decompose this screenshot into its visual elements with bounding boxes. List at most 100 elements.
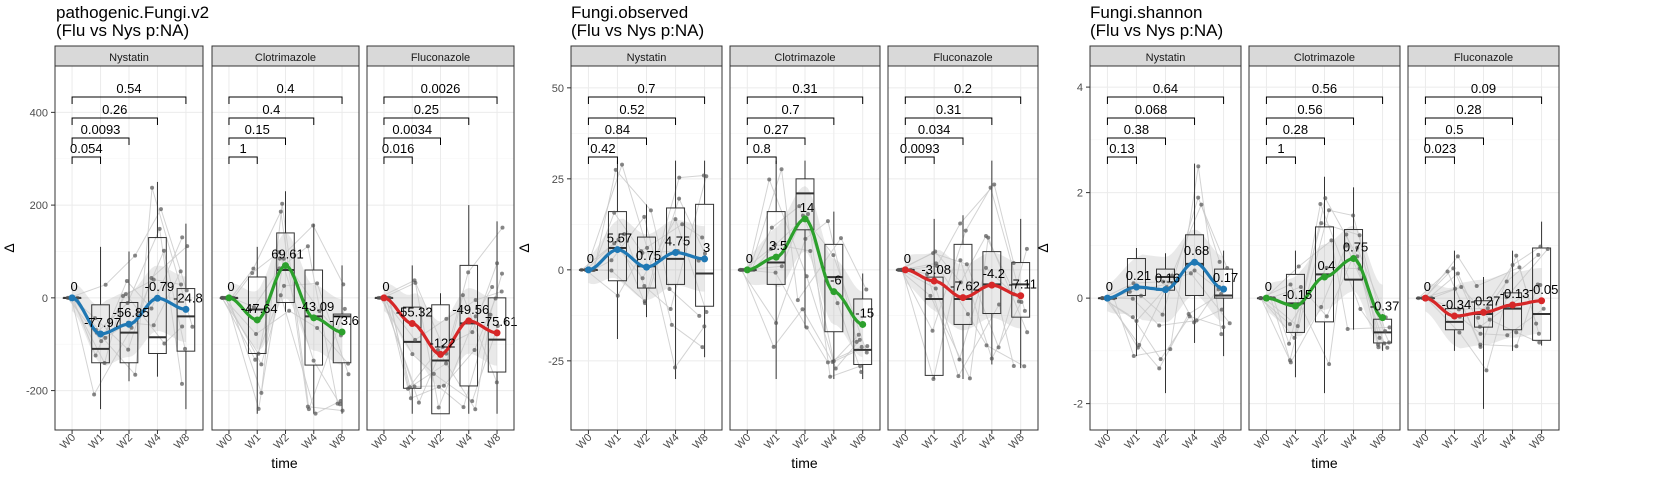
significance-bracket: 0.64 — [1106, 81, 1225, 104]
facet-nystatin: Nystatin 0 -77.97-56.85 -0.79-24.8 0.054 0.00… — [54, 45, 204, 452]
bracket-p-value: 0.54 — [116, 81, 141, 96]
mean-label: 0 — [1265, 279, 1272, 294]
data-point — [928, 293, 933, 298]
data-point — [410, 352, 415, 357]
bracket-line — [904, 117, 993, 125]
mean-point — [493, 329, 501, 337]
mean-label: -24.8 — [173, 290, 203, 305]
data-point — [259, 390, 264, 395]
facet-strip-label: Fluconazole — [1454, 52, 1513, 64]
data-point — [1188, 271, 1193, 276]
bracket-line — [904, 96, 1022, 104]
data-point — [956, 374, 961, 379]
data-point — [1485, 306, 1490, 311]
x-tick-label: W8 — [1369, 432, 1389, 452]
bracket-line — [1265, 96, 1384, 104]
data-point — [1505, 333, 1510, 338]
data-point — [803, 236, 808, 241]
significance-bracket: 0.0093 — [71, 122, 130, 145]
significance-bracket: 0.7 — [587, 81, 706, 104]
significance-bracket: 0.13 — [1106, 141, 1137, 164]
bracket-p-value: 0.023 — [1424, 141, 1457, 156]
data-point — [1323, 196, 1328, 201]
x-tick-label: W1 — [762, 432, 782, 452]
bracket-line — [383, 156, 413, 164]
data-point — [287, 308, 292, 313]
box-body — [148, 237, 167, 354]
data-point — [673, 217, 678, 222]
data-point — [473, 314, 478, 319]
facet-fluconazole: Fluconazole 0 -0.34 -0.27 -0.13 -0.05 0.023 0.5… — [1407, 45, 1560, 452]
data-point — [103, 282, 108, 287]
bracket-line — [1265, 117, 1355, 125]
bracket-p-value: 0.5 — [1445, 122, 1463, 137]
x-tick-label: W0 — [58, 432, 78, 452]
data-point — [305, 244, 310, 249]
data-point — [183, 346, 188, 351]
mean-point — [282, 262, 289, 270]
data-point — [221, 295, 226, 300]
data-point — [342, 306, 347, 311]
data-point — [702, 324, 707, 329]
data-point — [1326, 208, 1331, 213]
data-point — [493, 296, 498, 301]
bracket-line — [587, 156, 618, 164]
bracket-p-value: 0.0093 — [81, 122, 121, 137]
bracket-p-value: 0.4 — [262, 102, 280, 117]
data-point — [1319, 304, 1324, 309]
bracket-line — [383, 96, 498, 104]
bracket-p-value: 1 — [239, 141, 246, 156]
data-point — [1538, 244, 1543, 249]
mean-label: -77.97 — [84, 315, 121, 330]
data-point — [1219, 332, 1224, 337]
data-point — [1157, 366, 1162, 371]
mean-label: 0.75 — [1343, 240, 1368, 255]
x-tick-label: W1 — [920, 432, 940, 452]
bracket-p-value: 0.27 — [763, 122, 788, 137]
mean-label: 0 — [1106, 279, 1113, 294]
bracket-line — [1424, 117, 1514, 125]
data-point — [436, 405, 441, 410]
mean-point — [743, 266, 751, 274]
significance-bracket: 0.15 — [228, 122, 286, 145]
bracket-p-value: 0.7 — [782, 102, 800, 117]
data-point — [133, 372, 138, 377]
data-point — [800, 307, 805, 312]
data-point — [473, 407, 478, 412]
data-point — [933, 249, 938, 254]
data-point — [983, 265, 988, 270]
data-point — [771, 344, 776, 349]
y-tick-label: 4 — [1077, 82, 1083, 94]
mean-label: 4.75 — [665, 234, 690, 249]
data-point — [808, 248, 813, 253]
x-tick-label: W8 — [691, 432, 711, 452]
significance-bracket: 0.0034 — [383, 122, 441, 145]
mean-point — [1103, 294, 1111, 302]
box-body — [824, 243, 844, 333]
x-tick-label: W1 — [603, 432, 623, 452]
significance-bracket: 0.7 — [746, 102, 835, 125]
data-point — [1476, 315, 1481, 320]
data-point — [102, 360, 107, 365]
mean-label: -49.56 — [452, 302, 489, 317]
data-point — [797, 204, 802, 209]
data-point — [997, 302, 1002, 307]
data-point — [986, 235, 991, 240]
data-point — [1345, 327, 1350, 332]
mean-label: 0 — [587, 251, 594, 266]
data-point — [668, 306, 673, 311]
data-point — [804, 274, 809, 279]
significance-bracket: 0.2 — [904, 81, 1022, 104]
mean-point — [901, 266, 909, 274]
data-point — [1258, 296, 1263, 301]
x-axis-label: time — [1311, 455, 1338, 471]
bracket-p-value: 0.2 — [954, 81, 972, 96]
data-point — [150, 185, 155, 190]
x-tick-label: W2 — [426, 432, 446, 452]
mean-point — [1321, 273, 1328, 281]
significance-bracket: 0.52 — [587, 102, 677, 125]
data-point — [667, 287, 672, 292]
data-point — [133, 253, 138, 258]
data-point — [178, 269, 183, 274]
